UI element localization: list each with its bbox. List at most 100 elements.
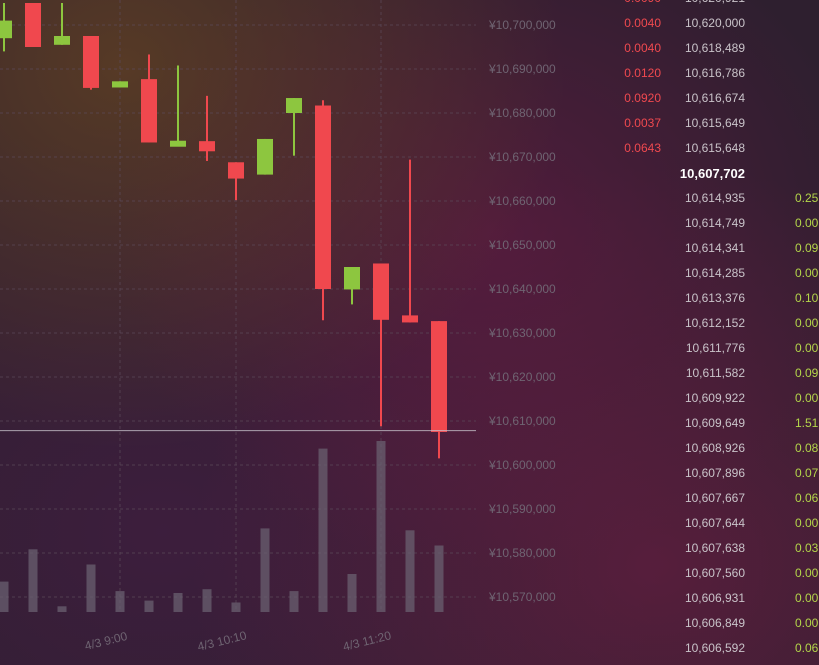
bid-price: 10,611,776 xyxy=(685,341,745,355)
bid-row[interactable]: 10,611,776 0.00 xyxy=(560,336,819,361)
volume-bar xyxy=(289,591,299,612)
bid-price: 10,614,935 xyxy=(684,191,745,205)
bid-row[interactable]: 10,608,926 0.08 xyxy=(560,436,819,461)
bid-row[interactable]: 10,607,667 0.06 xyxy=(560,486,819,511)
bid-row[interactable]: 10,607,638 0.03 xyxy=(560,536,819,561)
ask-row[interactable]: 0.0037 10,615,649 xyxy=(560,111,819,136)
bid-row[interactable]: 10,607,896 0.07 xyxy=(560,461,819,486)
bid-row[interactable]: 10,606,931 0.00 xyxy=(560,586,819,611)
bid-row[interactable]: 10,614,285 0.00 xyxy=(560,261,819,286)
bid-row[interactable]: 10,609,922 0.00 xyxy=(560,386,819,411)
y-axis-label: ¥10,590,000 xyxy=(488,502,556,516)
bid-price: 10,607,638 xyxy=(684,541,745,555)
volume-bar xyxy=(405,530,415,612)
volume-bar xyxy=(0,581,9,612)
bid-amount: 0.00 xyxy=(795,516,819,530)
volume-bar xyxy=(28,549,38,612)
ask-price: 10,615,648 xyxy=(684,141,745,155)
candle-body xyxy=(373,263,389,320)
candle-body xyxy=(431,321,447,432)
bid-amount: 0.09 xyxy=(795,366,819,380)
ask-row[interactable]: 0.0040 10,618,489 xyxy=(560,36,819,61)
ask-row[interactable]: 0.0120 10,616,786 xyxy=(560,61,819,86)
volume-bar xyxy=(347,574,357,612)
bid-row[interactable]: 10,614,935 0.25 xyxy=(560,186,819,211)
ask-price: 10,620,000 xyxy=(684,16,745,30)
candle-body xyxy=(402,315,418,323)
bid-amount: 0.00 xyxy=(795,216,819,230)
bid-row[interactable]: 10,614,341 0.09 xyxy=(560,236,819,261)
bid-price: 10,607,667 xyxy=(684,491,745,505)
ask-row[interactable]: 0.0643 10,615,648 xyxy=(560,136,819,161)
bid-amount: 0.06 xyxy=(795,641,819,655)
bid-amount: 0.00 xyxy=(795,316,819,330)
bid-price: 10,609,649 xyxy=(684,416,745,430)
volume-bar xyxy=(202,589,212,612)
bid-price: 10,613,376 xyxy=(684,291,745,305)
last-price: 10,607,702 xyxy=(679,166,745,181)
bid-amount: 0.00 xyxy=(795,266,819,280)
bid-amount: 0.03 xyxy=(795,541,819,555)
last-price-row[interactable]: 10,607,702 xyxy=(560,161,819,186)
bid-row[interactable]: 10,606,849 0.00 xyxy=(560,611,819,636)
bid-row[interactable]: 10,607,644 0.00 xyxy=(560,511,819,536)
bid-amount: 0.10 xyxy=(795,291,819,305)
ask-row[interactable]: 0.0090 10,620,921 xyxy=(560,0,819,11)
volume-bar xyxy=(434,545,444,612)
y-axis-label: ¥10,640,000 xyxy=(488,282,556,296)
candle-body xyxy=(54,36,70,45)
volume-bar xyxy=(173,593,183,612)
bid-row[interactable]: 10,609,649 1.51 xyxy=(560,411,819,436)
bid-amount: 0.00 xyxy=(795,616,819,630)
candle-body xyxy=(315,105,331,290)
volume-bar xyxy=(376,441,386,612)
y-axis-label: ¥10,660,000 xyxy=(488,194,556,208)
ask-row[interactable]: 0.0040 10,620,000 xyxy=(560,11,819,36)
candle-body xyxy=(344,267,360,290)
volume-bar xyxy=(57,606,67,612)
ask-amount: 0.0040 xyxy=(624,41,661,55)
candlestick-chart[interactable]: ¥10,700,000 ¥10,690,000 ¥10,680,000 ¥10,670… xyxy=(0,0,560,665)
bid-row[interactable]: 10,606,592 0.06 xyxy=(560,636,819,661)
y-axis-label: ¥10,570,000 xyxy=(488,590,556,604)
ask-amount: 0.0120 xyxy=(624,66,661,80)
bid-price: 10,611,582 xyxy=(685,366,745,380)
bid-price: 10,606,931 xyxy=(684,591,745,605)
candle-body xyxy=(25,3,41,47)
ask-price: 10,618,489 xyxy=(684,41,745,55)
ask-amount: 0.0090 xyxy=(624,0,661,11)
bid-price: 10,614,341 xyxy=(684,241,745,255)
x-axis-label: 4/3 11:20 xyxy=(341,628,392,654)
ask-price: 10,615,649 xyxy=(684,116,745,130)
bid-row[interactable]: 10,614,749 0.00 xyxy=(560,211,819,236)
bid-amount: 0.06 xyxy=(795,491,819,505)
y-axis-label: ¥10,600,000 xyxy=(488,458,556,472)
ask-amount: 0.0643 xyxy=(624,141,661,155)
candle-body xyxy=(112,81,128,88)
ask-amount: 0.0037 xyxy=(624,116,661,130)
bid-price: 10,606,849 xyxy=(684,616,745,630)
bid-amount: 0.00 xyxy=(795,591,819,605)
bid-price: 10,607,896 xyxy=(684,466,745,480)
bid-row[interactable]: 10,611,582 0.09 xyxy=(560,361,819,386)
bid-price: 10,607,560 xyxy=(684,566,745,580)
y-axis-label: ¥10,580,000 xyxy=(488,546,556,560)
bid-amount: 0.00 xyxy=(795,566,819,580)
volume-bar xyxy=(231,602,241,612)
candle-body xyxy=(141,79,157,143)
bid-price: 10,608,926 xyxy=(684,441,745,455)
bid-row[interactable]: 10,613,376 0.10 xyxy=(560,286,819,311)
bid-amount: 0.00 xyxy=(795,341,819,355)
bid-amount: 0.09 xyxy=(795,241,819,255)
ask-row[interactable]: 0.0920 10,616,674 xyxy=(560,86,819,111)
volume-bar xyxy=(144,600,154,612)
candle-body xyxy=(83,36,99,88)
bid-price: 10,614,285 xyxy=(684,266,745,280)
x-axis-label: 4/3 10:10 xyxy=(196,628,248,654)
bid-amount: 0.00 xyxy=(795,391,819,405)
y-axis-label: ¥10,680,000 xyxy=(488,106,556,120)
bid-row[interactable]: 10,612,152 0.00 xyxy=(560,311,819,336)
candle-body xyxy=(228,162,244,179)
bid-amount: 1.51 xyxy=(795,416,819,430)
bid-row[interactable]: 10,607,560 0.00 xyxy=(560,561,819,586)
